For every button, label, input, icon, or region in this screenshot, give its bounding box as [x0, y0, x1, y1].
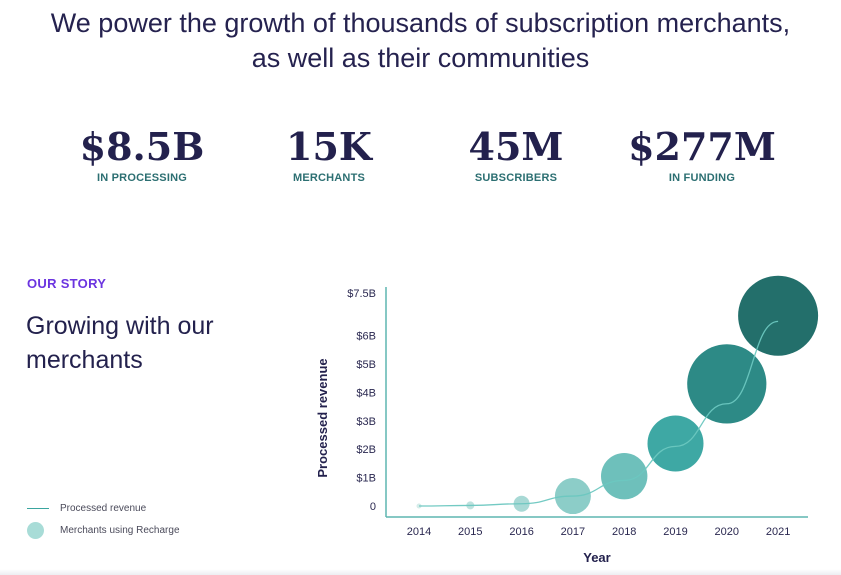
y-tick-label: $7.5B: [347, 288, 376, 300]
legend-label: Merchants using Recharge: [60, 525, 180, 536]
stat-subscribers: 45M SUBSCRIBERS: [436, 124, 596, 184]
stat-processing: $8.5B IN PROCESSING: [62, 124, 222, 184]
legend-item-merchants: Merchants using Recharge: [27, 522, 180, 539]
stat-value: $277M: [628, 124, 776, 169]
bubble-point: [687, 344, 767, 424]
bubble-point: [647, 415, 704, 472]
y-tick-label: $5B: [356, 359, 376, 371]
revenue-chart: 0 $1B $2B $3B $4B $5B $6B $7.5B 2014 2015 2016 2017…: [315, 275, 819, 565]
x-tick-label: 2021: [766, 526, 790, 538]
stat-merchants: 15K MERCHANTS: [249, 124, 409, 184]
bubble-point: [738, 275, 819, 356]
y-tick-label: $1B: [356, 473, 376, 485]
bubble-point: [601, 452, 648, 500]
bottom-edge: [0, 569, 841, 575]
x-tick-label: 2016: [509, 526, 533, 538]
x-tick-label: 2014: [407, 526, 431, 538]
stat-funding: $277M IN FUNDING: [622, 124, 782, 184]
stat-value: 45M: [468, 124, 564, 169]
legend-dot-swatch: [27, 522, 44, 539]
stat-label: SUBSCRIBERS: [474, 172, 558, 184]
stat-value: 15K: [286, 124, 372, 169]
x-axis-title: Year: [583, 550, 610, 565]
headline: We power the growth of thousands of subs…: [0, 6, 841, 76]
section-title: Growing with our merchants: [26, 312, 214, 374]
legend-item-revenue: Processed revenue: [27, 503, 146, 514]
y-tick-label: 0: [370, 501, 376, 513]
stat-label: IN FUNDING: [668, 172, 736, 184]
y-tick-label: $6B: [356, 331, 376, 343]
y-axis-title: Processed revenue: [315, 358, 330, 477]
stat-value: $8.5B: [79, 124, 205, 169]
headline-line-1: We power the growth of thousands of subs…: [50, 8, 791, 38]
legend-line-swatch: [27, 508, 49, 509]
stat-label: IN PROCESSING: [96, 172, 187, 184]
x-tick-label: 2020: [715, 526, 739, 538]
stat-label: MERCHANTS: [292, 172, 366, 184]
legend-label: Processed revenue: [60, 503, 147, 514]
x-tick-label: 2017: [561, 526, 585, 538]
x-tick-label: 2019: [663, 526, 687, 538]
y-tick-label: $2B: [356, 444, 376, 456]
y-tick-label: $4B: [356, 387, 376, 399]
section-label: OUR STORY: [27, 276, 107, 291]
revenue-line: [418, 320, 779, 507]
y-tick-label: $3B: [356, 416, 376, 428]
x-tick-label: 2018: [612, 526, 636, 538]
x-tick-label: 2015: [458, 526, 482, 538]
headline-line-2: as well as their communities: [251, 43, 590, 73]
